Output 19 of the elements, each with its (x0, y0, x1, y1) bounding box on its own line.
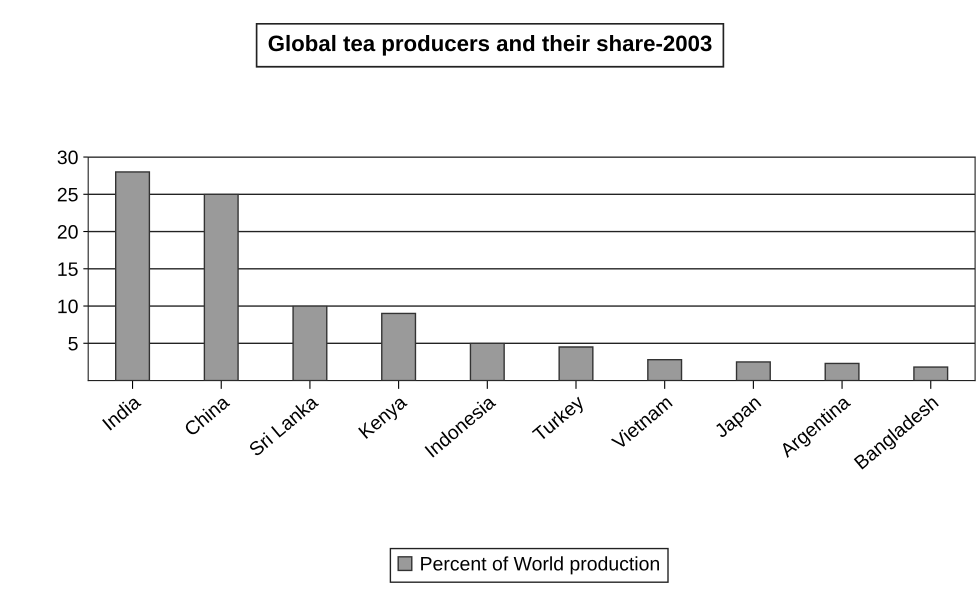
y-tick-label: 20 (58, 225, 78, 239)
bar (647, 358, 682, 381)
bar (381, 312, 416, 381)
bar (824, 362, 860, 381)
bar (913, 366, 948, 381)
bar (204, 194, 239, 381)
bar (470, 342, 505, 381)
y-tick-label: 30 (58, 150, 78, 164)
legend-label: Percent of World production (421, 556, 659, 574)
x-tick-label: India (102, 394, 142, 431)
chart-title: Global tea producers and their share-2003 (268, 34, 712, 56)
y-tick-label: 15 (58, 262, 78, 276)
y-tick-label: 5 (68, 336, 78, 351)
bar (558, 346, 594, 381)
bar (736, 361, 771, 381)
bar (115, 171, 150, 381)
bar (292, 305, 328, 381)
y-tick-label: 10 (58, 299, 78, 314)
y-tick-label: 25 (58, 188, 78, 202)
